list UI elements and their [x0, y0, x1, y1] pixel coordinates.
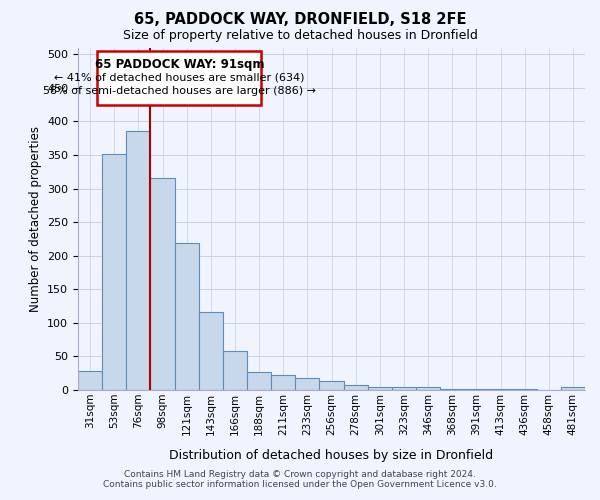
Bar: [126, 132, 151, 390]
Bar: [78, 371, 102, 390]
Bar: [295, 378, 319, 390]
Bar: [199, 312, 223, 390]
FancyBboxPatch shape: [97, 51, 262, 104]
Bar: [223, 351, 247, 390]
Text: ← 41% of detached houses are smaller (634): ← 41% of detached houses are smaller (63…: [54, 72, 305, 83]
Text: Contains HM Land Registry data © Crown copyright and database right 2024.
Contai: Contains HM Land Registry data © Crown c…: [103, 470, 497, 489]
Bar: [561, 386, 585, 390]
Y-axis label: Number of detached properties: Number of detached properties: [29, 126, 41, 312]
Text: 58% of semi-detached houses are larger (886) →: 58% of semi-detached houses are larger (…: [43, 86, 316, 96]
Bar: [368, 388, 392, 390]
Text: 65 PADDOCK WAY: 91sqm: 65 PADDOCK WAY: 91sqm: [95, 58, 264, 70]
Bar: [247, 372, 271, 390]
Bar: [102, 154, 126, 390]
Bar: [344, 386, 368, 390]
X-axis label: Distribution of detached houses by size in Dronfield: Distribution of detached houses by size …: [169, 449, 494, 462]
Bar: [319, 380, 344, 390]
Bar: [271, 375, 295, 390]
Bar: [416, 388, 440, 390]
Text: 65, PADDOCK WAY, DRONFIELD, S18 2FE: 65, PADDOCK WAY, DRONFIELD, S18 2FE: [134, 12, 466, 26]
Bar: [175, 243, 199, 390]
Bar: [392, 388, 416, 390]
Bar: [151, 178, 175, 390]
Text: Size of property relative to detached houses in Dronfield: Size of property relative to detached ho…: [122, 29, 478, 42]
